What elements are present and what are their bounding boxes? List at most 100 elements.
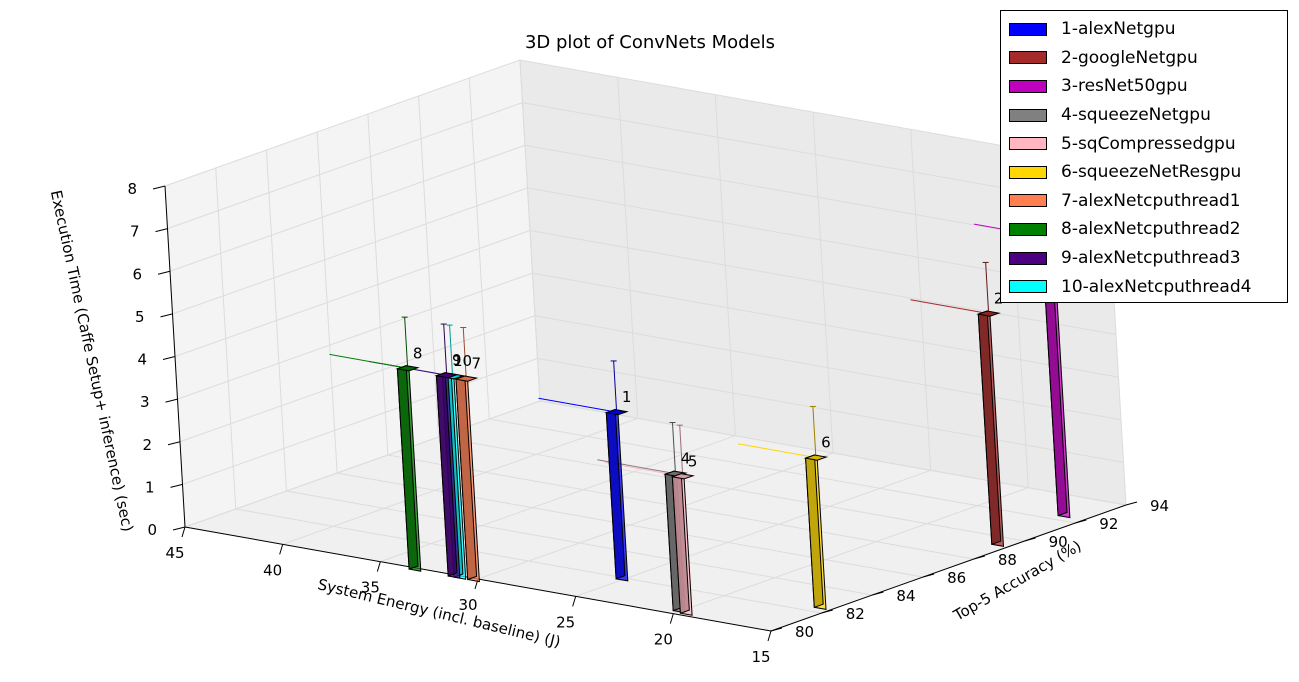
error-bar-vertical (449, 325, 454, 377)
z-grid-line (529, 230, 1117, 335)
legend-item: 10-alexNetcputhread4 (1009, 272, 1287, 301)
x-tick (181, 526, 186, 538)
bar-top-face (395, 365, 420, 372)
legend-item: 3-resNet50gpu (1009, 72, 1287, 101)
z-tick (172, 526, 186, 531)
y-grid-line (489, 418, 1076, 524)
y-tick-label: 90 (1049, 533, 1068, 551)
legend-item: 1-alexNetgpu (1009, 15, 1287, 44)
x-tick-label: 20 (654, 631, 673, 649)
z-tick-label: 3 (140, 393, 150, 411)
error-bar-vertical (679, 425, 684, 477)
y-tick (1125, 501, 1138, 506)
z-grid-line (167, 102, 523, 230)
z-tick-label: 2 (142, 436, 152, 454)
grid-lines (164, 59, 1127, 632)
bar-label: 9 (452, 351, 462, 369)
x-tick (376, 561, 381, 572)
x-tick (572, 596, 577, 607)
x-tick-label: 15 (751, 648, 770, 666)
y-axis-line (770, 504, 1127, 632)
bar-top-face (976, 310, 1001, 317)
x-tick (767, 630, 772, 642)
x-grid-line (380, 435, 736, 563)
y-grid-line (286, 490, 873, 596)
legend-swatch (1009, 165, 1047, 179)
legend-label: 7-alexNetcputhread1 (1061, 190, 1241, 211)
z-grid-line (172, 187, 528, 315)
z-grid-line (184, 400, 541, 528)
legend-item: 2-googleNetgpu (1009, 44, 1287, 73)
z-grid-line (539, 400, 1127, 506)
tick-marks (152, 185, 1138, 642)
legend-swatch (1009, 108, 1047, 122)
z-grid-line (537, 357, 1124, 463)
z-tick (170, 483, 183, 488)
z-grid-line (179, 315, 536, 443)
legend-swatch (1009, 79, 1047, 93)
bar-label: 5 (688, 452, 698, 470)
legend-swatch (1009, 137, 1047, 151)
legend: 1-alexNetgpu 2-googleNetgpu 3-resNet50gpu 4… (1000, 10, 1288, 303)
legend-label: 3-resNet50gpu (1061, 76, 1188, 97)
legend-item: 5-sqCompressedgpu (1009, 129, 1287, 158)
z-tick-label: 6 (132, 265, 142, 283)
y-tick (770, 627, 783, 632)
y-tick (872, 591, 884, 596)
bar-6 (803, 454, 829, 611)
z-grid-line (169, 144, 526, 272)
y-tick-label: 94 (1150, 497, 1169, 515)
z-tick-label: 1 (145, 478, 155, 496)
z-grid-line (532, 272, 1119, 378)
legend-label: 6-squeezeNetResgpu (1061, 162, 1242, 183)
y-tick-label: 80 (795, 623, 814, 641)
legend-label: 10-alexNetcputhread4 (1061, 276, 1252, 297)
x-grid-line (575, 469, 931, 597)
chart-title: 3D plot of ConvNets Models (525, 32, 775, 53)
z-tick (165, 398, 178, 403)
bar-top-face (434, 372, 459, 379)
legend-swatch (1009, 222, 1047, 236)
bar-label: 8 (413, 344, 423, 362)
x-tick (669, 613, 674, 624)
y-tick (821, 609, 833, 614)
error-bar-horizontal (737, 443, 816, 459)
legend-label: 1-alexNetgpu (1061, 19, 1176, 40)
legend-swatch (1009, 22, 1047, 36)
y-tick (1075, 519, 1087, 524)
bar-2 (976, 310, 1005, 548)
bar-label: 10 (453, 352, 472, 370)
legend-item: 6-squeezeNetResgpu (1009, 158, 1287, 187)
bar-1 (604, 408, 629, 582)
y-tick-label: 86 (947, 569, 966, 587)
z-axis-label: Execution Time (Caffe Setup+ inference) … (47, 189, 137, 534)
z-tick-label: 7 (130, 223, 140, 241)
legend-label: 5-sqCompressedgpu (1061, 133, 1236, 154)
bar-top-face (670, 473, 695, 480)
error-bar-horizontal (910, 299, 989, 315)
y-tick-label: 92 (1099, 515, 1118, 533)
bar-label: 6 (821, 434, 831, 452)
z-tick (157, 270, 171, 275)
x-tick-label: 25 (556, 613, 575, 631)
y-grid-line (235, 508, 822, 614)
legend-item: 4-squeezeNetgpu (1009, 101, 1287, 130)
error-bar-vertical (443, 324, 448, 376)
z-tick-label: 4 (137, 351, 147, 369)
z-grid-line (177, 272, 533, 400)
x-tick (279, 544, 284, 555)
bar-label: 2 (994, 290, 1004, 308)
bar-9 (434, 371, 461, 579)
legend-label: 8-alexNetcputhread2 (1061, 219, 1241, 240)
y-tick (973, 555, 985, 560)
error-bar-horizontal (538, 397, 617, 413)
y-grid-line (438, 436, 1025, 542)
legend-swatch (1009, 280, 1047, 294)
bar-5 (670, 473, 695, 616)
legend-label: 9-alexNetcputhread3 (1061, 248, 1241, 269)
bar-top-face (454, 375, 479, 382)
x-tick-label: 35 (361, 579, 380, 597)
z-tick (152, 185, 166, 190)
legend-swatch (1009, 251, 1047, 265)
